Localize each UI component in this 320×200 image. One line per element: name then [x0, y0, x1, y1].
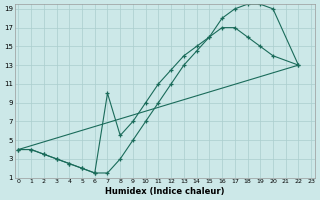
X-axis label: Humidex (Indice chaleur): Humidex (Indice chaleur): [105, 187, 225, 196]
